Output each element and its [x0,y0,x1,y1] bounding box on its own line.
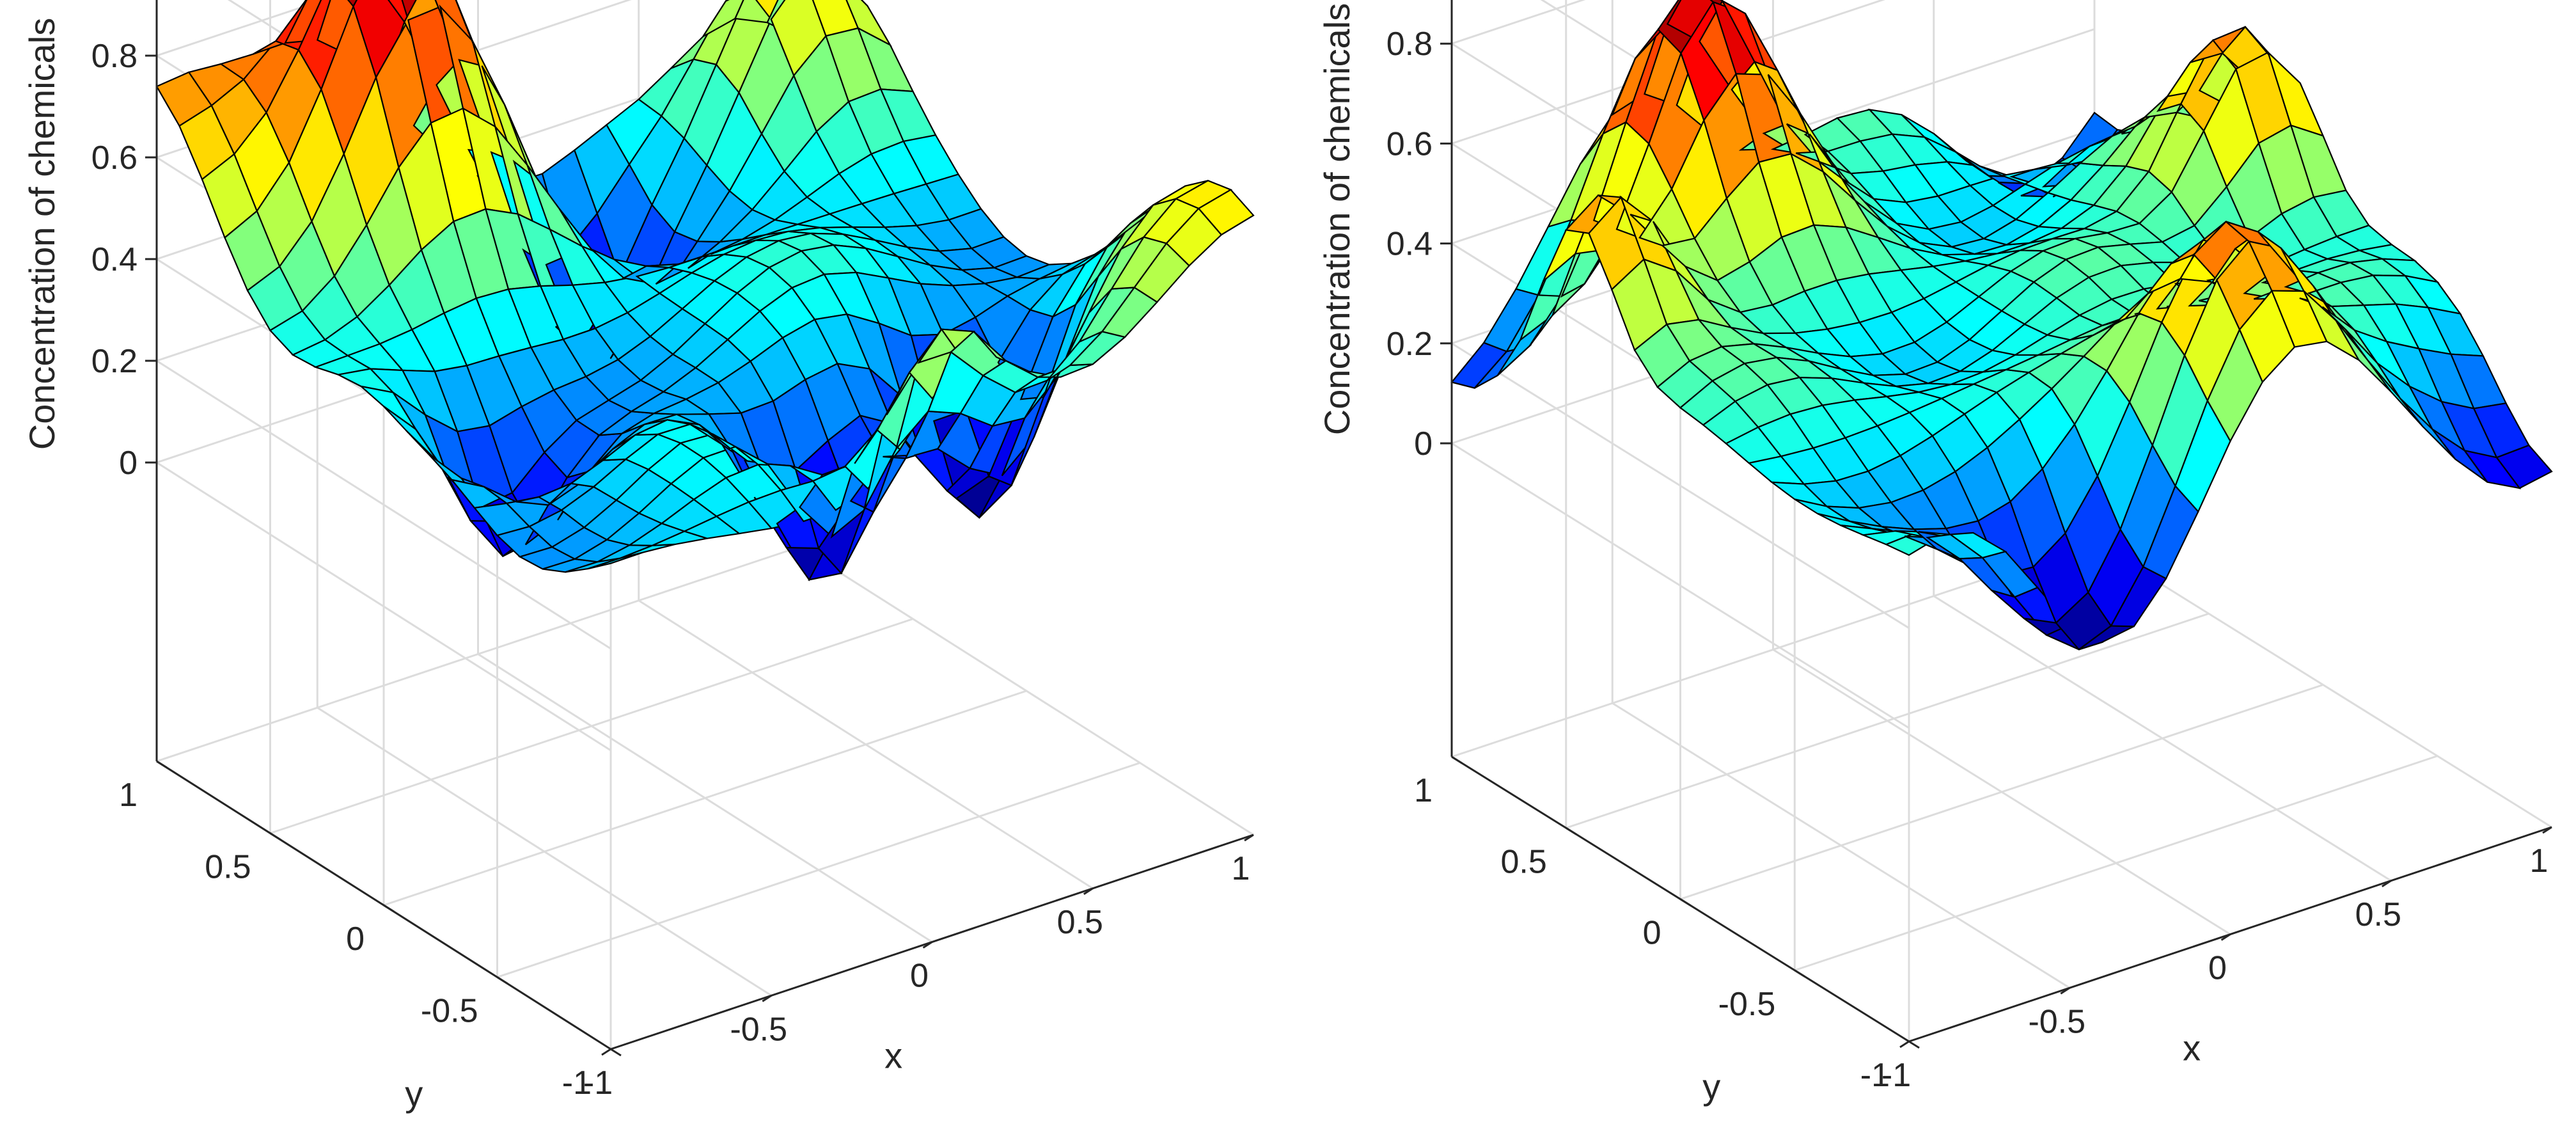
x-tick-label: -0.5 [2028,1003,2085,1040]
z-tick-label: 0 [1414,425,1433,463]
z-tick-label: 0.2 [91,343,137,380]
y-tick-label: -1 [562,1064,592,1102]
x-tick-label: -1 [583,1064,613,1102]
y-tick-label: -0.5 [421,993,478,1030]
y-tick [496,976,508,985]
x-tick [1083,887,1094,896]
y-tick-label: -1 [1860,1057,1890,1094]
grid-line [799,546,1254,836]
surface [1450,0,2553,651]
x-tick-label: -1 [1881,1057,1911,1094]
grid-line [1772,649,2231,935]
grid-line [638,599,1094,890]
grid-line [477,653,933,943]
x-tick [762,994,773,1002]
x-tick-label: 0 [910,958,929,995]
y-tick-label: 0.5 [205,849,251,886]
z-tick-label: 0.4 [1386,226,1433,263]
x-tick-label: 0.5 [2355,896,2401,933]
grid-line [1612,702,2071,989]
x-tick [922,941,933,949]
y-tick [269,832,281,841]
y-tick [1451,755,1463,764]
surface [155,0,1255,581]
y-tick-label: -0.5 [1718,986,1776,1023]
y-axis-label: y [405,1073,423,1114]
x-tick-label: 1 [1232,850,1250,887]
x-tick [1244,834,1254,842]
z-tick-label: 0.6 [91,139,137,177]
x-tick [601,1048,611,1056]
y-tick [1794,969,1806,978]
z-tick-label: 0.2 [1386,326,1433,363]
z-tick-label: 0.8 [1386,26,1433,63]
x-tick-label: 1 [2530,842,2549,880]
z-axis-label: Concentration of chemicals [22,18,62,450]
surface-patch [2495,444,2553,489]
y-tick-label: 0.5 [1500,843,1546,880]
y-tick [1679,898,1692,906]
grid-line [2094,541,2552,828]
y-tick-label: 0 [346,921,365,958]
x-tick-label: 0 [2208,950,2227,987]
surface-patch [1197,189,1255,236]
y-tick [1908,1040,1920,1049]
y-tick [610,1048,622,1057]
z-tick-label: 0.4 [91,241,137,278]
x-tick [2060,986,2071,995]
x-tick-label: 0.5 [1057,904,1103,941]
x-axis-label: x [2183,1027,2201,1068]
surface-plot-right: -1-0.500.51-1-0.500.5100.20.40.60.81xyCo… [1317,0,2553,1107]
y-tick [156,760,168,769]
x-tick [2381,880,2392,888]
y-tick [1565,826,1577,835]
x-tick [2220,933,2231,941]
z-tick-label: 0.6 [1386,125,1433,162]
x-tick [1899,1040,1910,1048]
y-tick-label: 0 [1643,915,1661,952]
y-tick-label: 1 [1414,772,1433,809]
surface-patch [347,0,358,8]
x-tick-label: -0.5 [730,1011,787,1048]
z-tick-label: 0.8 [91,38,137,75]
z-tick-label: 0 [119,445,137,482]
x-axis-label: x [884,1035,902,1075]
surface-patch [725,0,730,2]
y-tick-label: 1 [119,777,137,814]
z-axis-label: Concentration of chemicals [1317,3,1357,435]
grid-line [1933,595,2392,882]
grid-line [317,706,773,997]
x-tick [2542,826,2552,834]
y-tick [383,904,395,913]
surface-plot-left: -1-0.500.51-1-0.500.5100.20.40.60.81xyCo… [22,0,1255,1114]
y-axis-label: y [1702,1066,1720,1107]
